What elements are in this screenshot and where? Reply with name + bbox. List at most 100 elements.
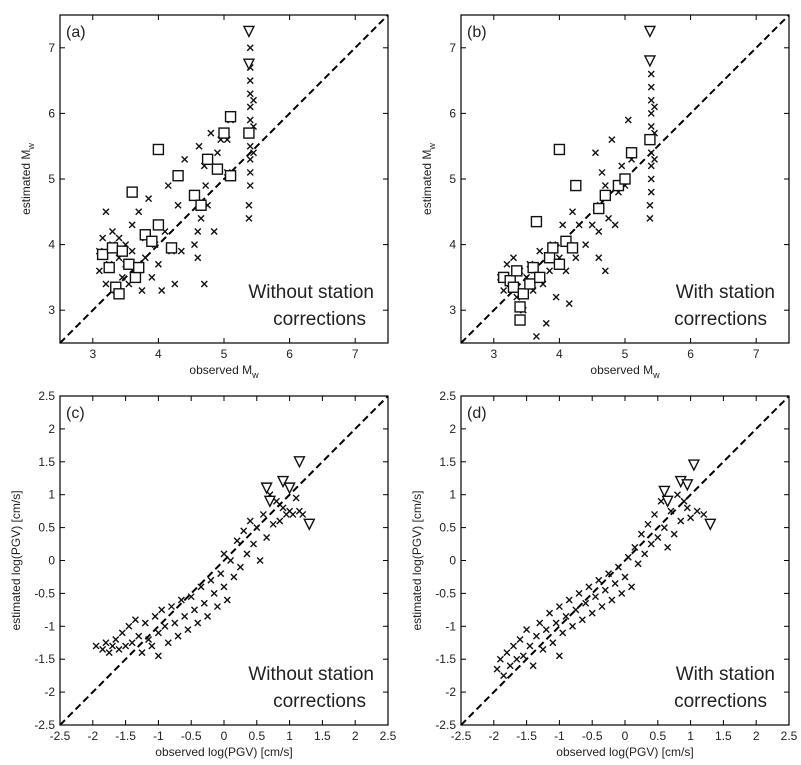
x-tick-label: 3: [89, 347, 96, 361]
y-tick-label: 1: [449, 488, 456, 502]
cross-point: [197, 583, 205, 591]
y-tick-label: -1.5: [34, 652, 55, 666]
triangle-point: [242, 58, 256, 71]
y-tick-label: 0: [48, 554, 55, 568]
triangle-point: [283, 482, 296, 495]
cross-point: [542, 626, 550, 634]
cross-point: [292, 494, 300, 502]
cross-point: [227, 557, 235, 564]
square-point: [644, 133, 656, 146]
x-tick-label: -2.5: [451, 729, 472, 743]
cross-point: [519, 652, 527, 660]
cross-point: [99, 645, 107, 653]
cross-point: [647, 96, 655, 104]
square-point: [188, 189, 201, 202]
x-tick-label: 0.5: [649, 729, 666, 743]
x-tick-label: 6: [286, 347, 293, 361]
cross-point: [569, 622, 577, 630]
square-point: [514, 301, 526, 313]
cross-point: [168, 603, 176, 611]
cross-point: [582, 599, 590, 607]
cross-point: [223, 596, 231, 604]
cross-point: [647, 109, 655, 117]
cross-point: [552, 619, 560, 627]
cross-point: [171, 619, 179, 627]
cross-point: [246, 44, 254, 52]
x-tick-label: 1: [286, 729, 293, 743]
cross-point: [585, 583, 593, 591]
x-axis-label-main: observed M: [590, 363, 653, 377]
cross-point: [644, 520, 652, 528]
square-point: [612, 179, 625, 192]
cross-point: [647, 149, 655, 157]
y-tick-label: 5: [449, 172, 456, 186]
cross-point: [246, 103, 254, 111]
cross-point: [200, 280, 208, 288]
cross-point: [158, 287, 166, 295]
x-tick-label: 2: [352, 729, 359, 743]
cross-point: [197, 214, 205, 222]
cross-point: [250, 96, 258, 104]
square-point: [625, 147, 638, 159]
x-tick-label: 0: [622, 729, 629, 743]
cross-point: [552, 293, 560, 301]
square-point: [96, 248, 109, 261]
y-tick-label: 0.5: [38, 521, 55, 535]
cross-point: [647, 83, 655, 91]
cross-point: [253, 524, 261, 532]
cross-point: [128, 221, 136, 229]
cross-point: [657, 497, 665, 505]
cross-point: [526, 642, 534, 650]
cross-point: [135, 632, 143, 640]
cross-point: [493, 665, 501, 673]
cross-point: [618, 589, 626, 597]
cross-point: [565, 596, 573, 604]
x-tick-label: 4: [556, 347, 563, 361]
cross-point: [272, 497, 280, 505]
cross-point: [92, 642, 100, 650]
cross-point: [115, 234, 123, 242]
cross-point: [624, 116, 632, 124]
triangle-point: [293, 456, 306, 469]
cross-point: [647, 70, 655, 78]
cross-point: [289, 510, 297, 518]
cross-point: [509, 642, 517, 650]
square-point: [133, 261, 145, 274]
annotation-line-1: With station: [676, 282, 775, 303]
x-axis-label-main: observed M: [189, 363, 252, 377]
cross-point: [102, 280, 110, 288]
y-tick-label: -0.5: [34, 586, 55, 600]
square-point: [243, 127, 255, 139]
cross-point: [595, 227, 603, 235]
cross-point: [99, 234, 107, 242]
cross-point: [503, 649, 511, 657]
cross-point: [263, 533, 271, 541]
triangle-point: [276, 475, 290, 489]
panel-d: -2.5 -2 -1.5 -1 -0.5 0 0.5 1 1.5 2 2.5 -2.5 -2 -1.5 -1…: [410, 389, 798, 759]
cross-point: [670, 530, 678, 538]
x-tick-label: 4: [155, 347, 162, 361]
cross-point: [220, 583, 228, 591]
y-tick-label: 3: [48, 303, 55, 317]
cross-point: [125, 622, 133, 630]
annotation-line-2: corrections: [273, 309, 366, 330]
y-tick-label: 0.5: [439, 521, 456, 535]
cross-point: [575, 221, 583, 229]
square-point: [524, 278, 536, 290]
cross-point: [562, 612, 570, 620]
square-point: [116, 245, 129, 257]
cross-point: [500, 287, 508, 295]
cross-point: [683, 504, 691, 512]
cross-point: [245, 201, 253, 209]
cross-point: [213, 149, 221, 157]
x-tick-label: -2.5: [50, 729, 71, 743]
x-tick-label: -1.5: [115, 729, 136, 743]
cross-point: [549, 639, 557, 647]
cross-point: [115, 645, 123, 653]
cross-point: [269, 520, 277, 528]
cross-point: [634, 560, 642, 568]
x-tick-label: 5: [221, 347, 228, 361]
x-axis-label: observed Mw: [590, 363, 660, 380]
y-tick-label: 0: [449, 554, 456, 568]
x-tick-label: 7: [352, 347, 359, 361]
